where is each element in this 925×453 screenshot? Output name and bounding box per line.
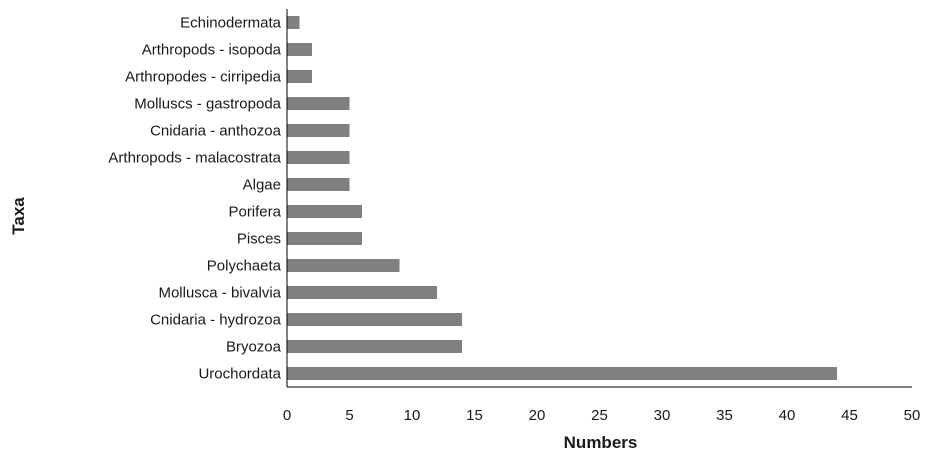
bar bbox=[287, 178, 350, 191]
bar bbox=[287, 232, 362, 245]
x-tick-label: 10 bbox=[404, 407, 421, 424]
category-label: Arthropods - isopoda bbox=[142, 42, 282, 59]
bar bbox=[287, 97, 350, 110]
x-tick-label: 5 bbox=[345, 407, 353, 424]
category-label: Mollusca - bivalvia bbox=[158, 285, 281, 302]
x-tick-label: 45 bbox=[841, 407, 858, 424]
x-axis-title: Numbers bbox=[564, 433, 638, 452]
category-labels: Echinodermata Arthropods - isopoda Arthrop… bbox=[108, 15, 281, 383]
x-tick-label: 30 bbox=[654, 407, 671, 424]
x-tick-label: 25 bbox=[591, 407, 608, 424]
category-label: Cnidaria - anthozoa bbox=[150, 123, 282, 140]
category-label: Arthropodes - cirripedia bbox=[125, 69, 282, 86]
bar bbox=[287, 340, 462, 353]
bar bbox=[287, 124, 350, 137]
category-label: Algae bbox=[243, 177, 281, 194]
bars-group bbox=[287, 16, 837, 380]
y-axis-title: Taxa bbox=[9, 197, 28, 235]
category-label: Urochordata bbox=[198, 366, 281, 383]
bar bbox=[287, 70, 312, 83]
bar bbox=[287, 367, 837, 380]
category-label: Cnidaria - hydrozoa bbox=[150, 312, 282, 329]
category-label: Polychaeta bbox=[207, 258, 282, 275]
x-tick-label: 40 bbox=[779, 407, 796, 424]
x-tick-label: 35 bbox=[716, 407, 733, 424]
x-tick-label: 50 bbox=[904, 407, 921, 424]
bar bbox=[287, 205, 362, 218]
bar bbox=[287, 43, 312, 56]
x-tick-label: 15 bbox=[466, 407, 483, 424]
category-label: Molluscs - gastropoda bbox=[134, 96, 281, 113]
category-label: Pisces bbox=[237, 231, 281, 248]
category-label: Arthropods - malacostrata bbox=[108, 150, 281, 167]
bar bbox=[287, 313, 462, 326]
x-tick-label: 20 bbox=[529, 407, 546, 424]
category-label: Porifera bbox=[228, 204, 281, 221]
bar bbox=[287, 259, 400, 272]
category-label: Echinodermata bbox=[180, 15, 282, 32]
bar bbox=[287, 16, 300, 29]
x-tick-label: 0 bbox=[283, 407, 291, 424]
bar bbox=[287, 286, 437, 299]
category-label: Bryozoa bbox=[226, 339, 282, 356]
x-axis-ticks: 0 5 10 15 20 25 30 35 40 45 50 bbox=[283, 407, 921, 424]
bar bbox=[287, 151, 350, 164]
